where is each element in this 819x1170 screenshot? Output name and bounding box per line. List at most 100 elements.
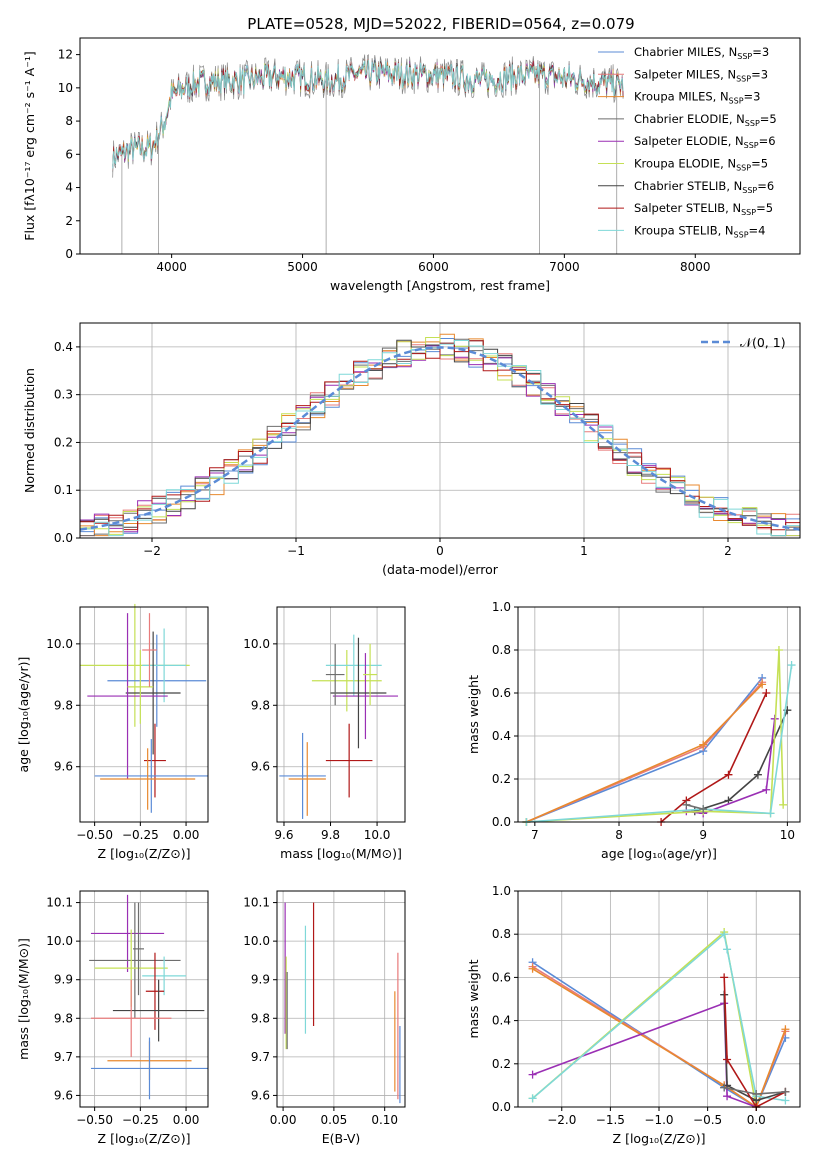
y-tick-label: 10 xyxy=(58,81,73,95)
y-tick-label: 0.2 xyxy=(492,1057,511,1071)
y-tick-label: 9.8 xyxy=(54,698,73,712)
y-tick-label: 9.9 xyxy=(251,973,270,987)
y-tick-label: 9.7 xyxy=(251,1050,270,1064)
y-tick-label: 10.1 xyxy=(243,896,270,910)
y-tick-label: 10.0 xyxy=(46,637,73,651)
spectrum-data-line xyxy=(112,54,624,178)
weight-marker-salpeter_elodie xyxy=(762,785,771,794)
legend-suffix: =5 xyxy=(760,112,777,126)
legend-subscript: SSP xyxy=(729,97,744,106)
weight-marker-kroupa_elodie xyxy=(779,800,788,809)
legend-label-chabrier_miles: Chabrier MILES, NSSP=3 xyxy=(634,45,769,61)
model-line-kroupa_elodie xyxy=(112,61,624,167)
histogram-salpeter_stelib xyxy=(80,340,800,531)
x-tick-label: −0.50 xyxy=(76,1113,113,1127)
x-tick-label: 9.6 xyxy=(274,828,293,842)
panel-weight_vs_Z: −2.0 −1.5 −1.0 −0.5 0.0 0.0 0.2 0.4 0.6 0.8 1.0 Z [… xyxy=(466,884,801,1146)
model-line-kroupa_stelib xyxy=(112,59,624,169)
y-tick-label: 6 xyxy=(65,147,73,161)
weight-line-kroupa_elodie xyxy=(532,930,757,1108)
x-tick-label: 4000 xyxy=(156,260,187,274)
x-axis-label: Z [log₁₀(Z/Z⊙)] xyxy=(613,1131,706,1146)
errorbar-point-chabrier_stelib xyxy=(125,631,181,755)
errorbar-point-chabrier_miles xyxy=(90,1037,208,1100)
legend-subscript: SSP xyxy=(737,52,752,61)
x-axis-label: mass [log₁₀(M/M⊙)] xyxy=(280,846,402,861)
plot-area-spectrum xyxy=(112,54,624,254)
errorbar-point-kroupa_stelib xyxy=(142,956,187,996)
plot-area-mass_vs_ebv xyxy=(284,902,401,1104)
legend-name: Kroupa STELIB, N xyxy=(634,223,734,237)
x-axis-label: (data-model)/error xyxy=(382,562,499,577)
legend-name: Salpeter MILES, N xyxy=(634,67,736,81)
x-tick-label: −0.5 xyxy=(693,1113,722,1127)
plot-area-age_vs_mass xyxy=(279,634,399,819)
x-tick-label: 10.0 xyxy=(364,828,391,842)
y-tick-label: 4 xyxy=(65,181,73,195)
legend-label-salpeter_elodie: Salpeter ELODIE, NSSP=6 xyxy=(634,134,776,150)
errorbar-point-salpeter_miles xyxy=(90,979,172,1057)
y-tick-label: 8 xyxy=(65,114,73,128)
legend-suffix: =5 xyxy=(751,157,768,171)
weight-marker-kroupa_stelib xyxy=(781,1096,790,1105)
y-tick-label: 9.7 xyxy=(54,1050,73,1064)
model-line-chabrier_elodie xyxy=(112,59,624,173)
weight-marker-kroupa_miles xyxy=(699,740,708,749)
axes-frame xyxy=(79,890,209,1108)
y-tick-label: 0.4 xyxy=(54,340,73,354)
legend-subscript: SSP xyxy=(734,230,749,239)
errorbar-point-salpeter_stelib xyxy=(325,723,373,798)
legend-name: Chabrier ELODIE, N xyxy=(634,112,745,126)
weight-marker-kroupa_stelib xyxy=(787,661,796,670)
weight-line-chabrier_stelib xyxy=(723,994,786,1102)
legend-name: Salpeter STELIB, N xyxy=(634,201,741,215)
y-tick-label: 9.8 xyxy=(54,1011,73,1025)
x-tick-label: 0.0 xyxy=(747,1113,766,1127)
legend-name: Chabrier STELIB, N xyxy=(634,179,742,193)
legend-subscript: SSP xyxy=(744,141,759,150)
legend-label-kroupa_elodie: Kroupa ELODIE, NSSP=5 xyxy=(634,157,768,173)
errorbar-point-kroupa_elodie xyxy=(363,643,378,706)
x-tick-label: −1.0 xyxy=(644,1113,673,1127)
figure-title: PLATE=0528, MJD=52022, FIBERID=0564, z=0… xyxy=(247,15,634,33)
x-tick-label: −2.0 xyxy=(547,1113,576,1127)
weight-line-chabrier_elodie xyxy=(686,804,704,810)
plot-area-residuals xyxy=(79,333,801,537)
y-tick-label: 0.3 xyxy=(54,388,73,402)
x-tick-label: 6000 xyxy=(418,260,449,274)
model-line-chabrier_stelib xyxy=(112,60,624,165)
errorbar-point-salpeter_elodie xyxy=(87,613,168,779)
model-line-salpeter_elodie xyxy=(112,61,624,168)
errorbar-point-kroupa_stelib xyxy=(142,628,187,703)
errorbar-point-kroupa_elodie xyxy=(127,650,154,724)
y-axis-label: mass [log₁₀(M/M⊙)] xyxy=(16,938,31,1060)
x-tick-label: −0.25 xyxy=(122,1113,159,1127)
model-line-chabrier_miles xyxy=(112,59,624,167)
y-tick-label: 10.0 xyxy=(243,934,270,948)
errorbar-point-chabrier_elodie xyxy=(133,902,144,996)
x-tick-label: 10 xyxy=(780,828,795,842)
x-axis-label: age [log₁₀(age/yr)] xyxy=(601,846,717,861)
weight-line-salpeter_stelib xyxy=(723,977,786,1109)
y-axis-label: Flux [fλ10⁻¹⁷ erg cm⁻² s⁻¹ A⁻¹] xyxy=(22,51,37,240)
x-tick-label: 5000 xyxy=(287,260,318,274)
legend-name: Kroupa MILES, N xyxy=(634,90,729,104)
x-tick-label: 0.00 xyxy=(173,828,200,842)
model-line-salpeter_stelib xyxy=(112,60,624,167)
x-tick-label: 0.05 xyxy=(321,1113,348,1127)
errorbar-point-salpeter_miles xyxy=(142,613,157,687)
legend-label-salpeter_stelib: Salpeter STELIB, NSSP=5 xyxy=(634,201,773,217)
y-tick-label: 0.2 xyxy=(54,435,73,449)
errorbar-point-salpeter_elodie xyxy=(90,894,165,972)
weight-marker-kroupa_stelib xyxy=(720,930,729,939)
errorbar-point-chabrier_stelib xyxy=(112,979,205,1042)
errorbar-point-chabrier_elodie xyxy=(89,902,181,1019)
weight-marker-salpeter_elodie xyxy=(723,1092,732,1101)
weight-marker-salpeter_stelib xyxy=(762,689,771,697)
axes-frame xyxy=(517,606,801,823)
weight-line-kroupa_stelib xyxy=(526,664,793,823)
legend-residuals: 𝒩(0, 1) xyxy=(701,335,786,350)
axes-frame xyxy=(276,606,406,823)
y-tick-label: 2 xyxy=(65,214,73,228)
